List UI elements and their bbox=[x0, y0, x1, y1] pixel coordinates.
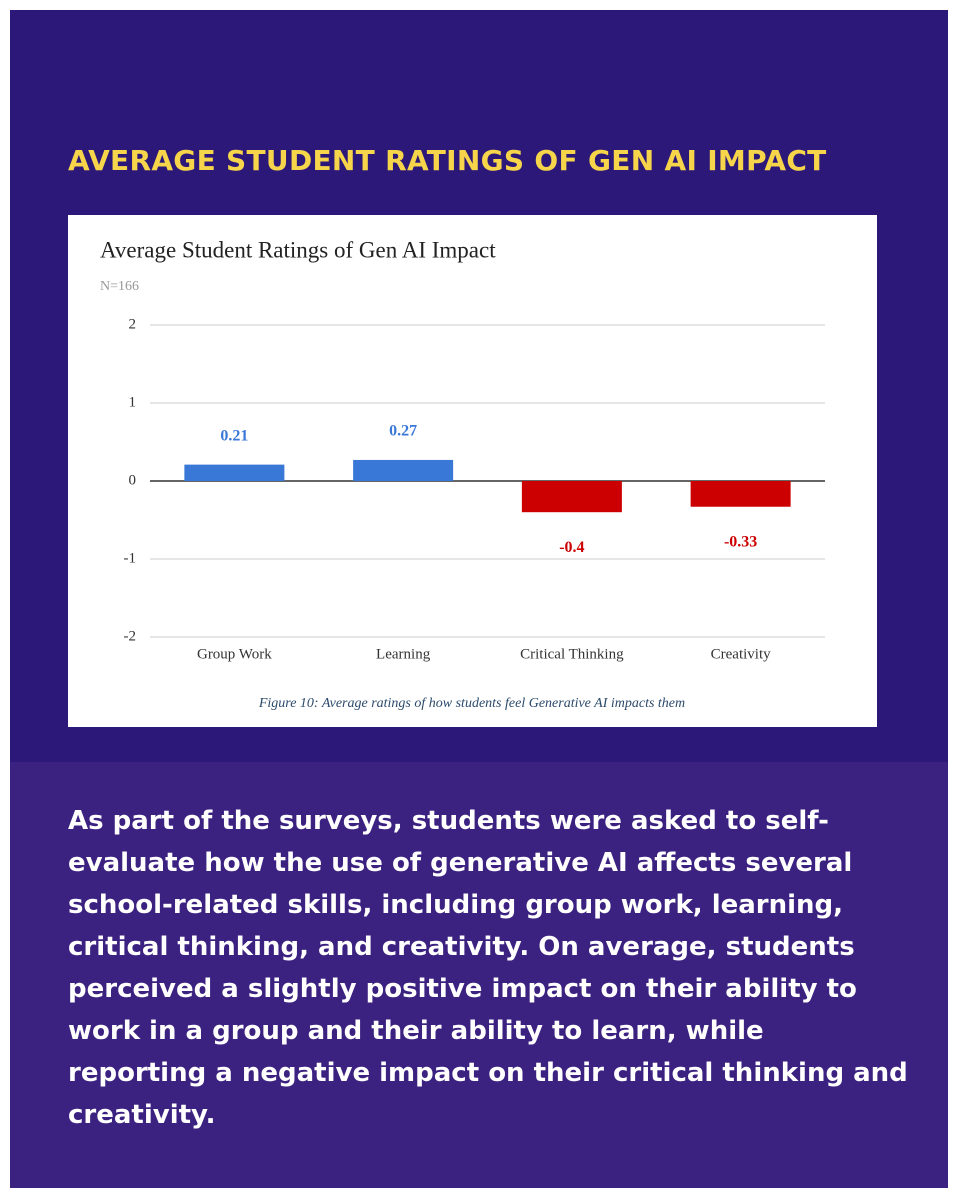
y-tick-label: 1 bbox=[129, 394, 137, 410]
heading: AVERAGE STUDENT RATINGS OF GEN AI IMPACT bbox=[68, 144, 827, 177]
x-tick-label: Critical Thinking bbox=[520, 646, 624, 662]
value-label: -0.4 bbox=[559, 539, 584, 556]
value-label: -0.33 bbox=[724, 533, 757, 550]
y-tick-label: 0 bbox=[129, 472, 137, 488]
chart-title: Average Student Ratings of Gen AI Impact bbox=[100, 237, 496, 262]
bar bbox=[690, 481, 791, 507]
text-panel bbox=[10, 762, 948, 1188]
y-tick-label: -2 bbox=[124, 628, 137, 644]
value-label: 0.21 bbox=[220, 427, 248, 444]
y-tick-label: 2 bbox=[129, 316, 137, 332]
chart-subtitle: N=166 bbox=[100, 279, 139, 294]
bar bbox=[184, 464, 285, 481]
value-label: 0.27 bbox=[389, 423, 417, 440]
chart: Average Student Ratings of Gen AI Impact… bbox=[68, 215, 877, 727]
body-text: As part of the surveys, students were as… bbox=[68, 806, 908, 1130]
x-tick-label: Group Work bbox=[197, 646, 272, 662]
x-tick-label: Creativity bbox=[711, 646, 771, 662]
x-tick-label: Learning bbox=[376, 646, 431, 662]
bar bbox=[353, 459, 454, 481]
bar bbox=[521, 481, 622, 513]
chart-caption: Figure 10: Average ratings of how studen… bbox=[258, 696, 685, 711]
y-tick-label: -1 bbox=[124, 550, 137, 566]
